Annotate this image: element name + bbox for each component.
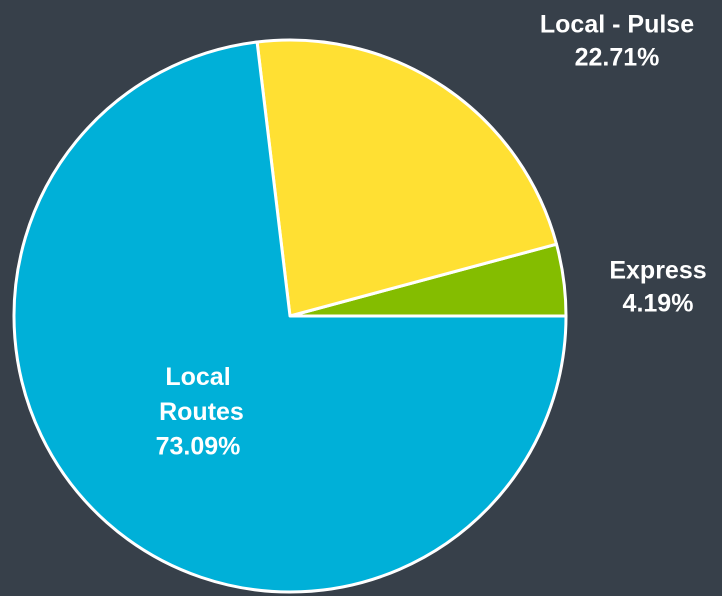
slice-value-label: 22.71% [575, 44, 660, 72]
slice-value-label: 73.09% [156, 433, 241, 461]
pie-slice [12, 40, 568, 594]
slice-label: Local - Pulse [540, 11, 694, 39]
slice-label: Express [609, 257, 706, 285]
slice-label: Local Routes [152, 363, 244, 426]
pie-slice [255, 38, 558, 318]
slice-value-label: 4.19% [623, 290, 694, 318]
